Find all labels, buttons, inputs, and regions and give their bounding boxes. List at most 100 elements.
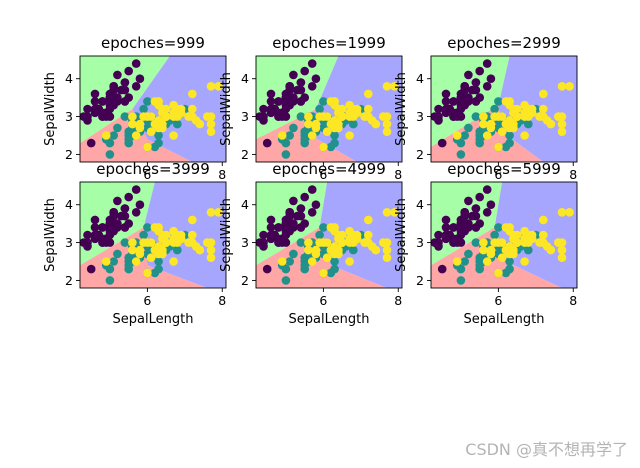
point-setosa — [266, 223, 276, 232]
y-axis-label: SepalWidth — [43, 198, 58, 272]
point-versicolor — [105, 276, 115, 285]
point-virginica — [524, 104, 533, 114]
point-setosa — [475, 66, 485, 76]
point-virginica — [486, 119, 496, 129]
point-setosa — [285, 82, 295, 91]
point-virginica — [512, 112, 522, 121]
x-tick-label: 8 — [218, 293, 226, 308]
point-virginica — [382, 112, 392, 121]
x-axis-label: SepalLength — [289, 312, 370, 327]
point-virginica — [146, 127, 156, 136]
point-setosa — [120, 204, 130, 213]
point-virginica — [452, 257, 462, 266]
point-virginica — [382, 238, 392, 247]
point-virginica — [206, 127, 216, 136]
point-virginica — [135, 245, 145, 255]
point-virginica — [364, 230, 373, 240]
point-virginica — [188, 238, 197, 247]
point-virginica — [371, 119, 381, 129]
point-setosa — [274, 97, 283, 106]
point-setosa — [437, 138, 447, 148]
point-setosa — [116, 211, 126, 221]
point-virginica — [169, 112, 178, 121]
point-setosa — [116, 85, 126, 95]
point-virginica — [364, 112, 373, 121]
point-setosa — [98, 238, 107, 247]
point-setosa — [259, 238, 268, 247]
point-versicolor — [456, 138, 466, 148]
point-setosa — [105, 226, 115, 236]
point-versicolor — [505, 257, 514, 266]
point-virginica — [206, 119, 216, 129]
point-setosa — [441, 215, 451, 225]
point-virginica — [382, 253, 392, 262]
point-virginica — [364, 89, 373, 99]
point-versicolor — [494, 223, 503, 232]
point-versicolor — [330, 138, 339, 148]
point-virginica — [169, 238, 178, 247]
point-virginica — [315, 238, 324, 247]
point-setosa — [274, 238, 283, 247]
subplot-1: 6 8 2 3 4 SepalWidth — [43, 55, 227, 182]
y-tick-label: 2 — [65, 147, 73, 162]
point-versicolor — [494, 97, 503, 106]
point-setosa — [449, 238, 458, 247]
point-virginica — [195, 245, 205, 255]
point-setosa — [90, 215, 100, 225]
x-axis-label: SepalLength — [464, 312, 545, 327]
point-setosa — [467, 85, 477, 95]
point-setosa — [83, 230, 92, 240]
point-virginica — [557, 238, 567, 247]
point-virginica — [277, 131, 287, 140]
point-setosa — [296, 78, 306, 87]
y-tick-label: 2 — [241, 273, 249, 288]
point-virginica — [188, 104, 197, 114]
point-virginica — [277, 257, 287, 266]
point-setosa — [456, 100, 466, 110]
point-virginica — [188, 230, 197, 240]
point-setosa — [482, 59, 492, 68]
point-setosa — [460, 82, 470, 91]
point-setosa — [449, 97, 458, 106]
point-virginica — [349, 230, 358, 240]
point-virginica — [135, 119, 145, 129]
point-virginica — [311, 245, 321, 255]
point-virginica — [188, 89, 197, 99]
point-setosa — [124, 66, 133, 76]
point-versicolor — [281, 138, 291, 148]
point-virginica — [161, 112, 171, 121]
point-virginica — [557, 112, 567, 121]
point-virginica — [307, 131, 317, 140]
point-setosa — [281, 93, 291, 102]
point-virginica — [390, 208, 399, 217]
point-setosa — [259, 230, 268, 240]
point-virginica — [206, 253, 216, 262]
point-virginica — [557, 253, 567, 262]
point-setosa — [441, 230, 451, 240]
point-setosa — [441, 89, 451, 99]
point-versicolor — [456, 264, 466, 274]
point-virginica — [382, 245, 392, 255]
point-virginica — [206, 238, 216, 247]
point-setosa — [307, 185, 317, 194]
point-virginica — [195, 119, 205, 129]
point-virginica — [539, 238, 548, 247]
point-versicolor — [120, 238, 130, 247]
y-tick-label: 3 — [416, 109, 424, 124]
point-versicolor — [105, 264, 115, 274]
point-setosa — [105, 93, 115, 102]
point-setosa — [266, 104, 276, 114]
point-setosa — [83, 112, 92, 121]
point-setosa — [274, 223, 283, 232]
point-setosa — [90, 104, 100, 114]
point-virginica — [364, 104, 373, 114]
point-virginica — [307, 257, 317, 266]
point-versicolor — [173, 119, 182, 129]
point-virginica — [315, 112, 324, 121]
point-setosa — [281, 219, 291, 228]
point-setosa — [300, 219, 310, 228]
y-axis-label: SepalWidth — [219, 198, 234, 272]
